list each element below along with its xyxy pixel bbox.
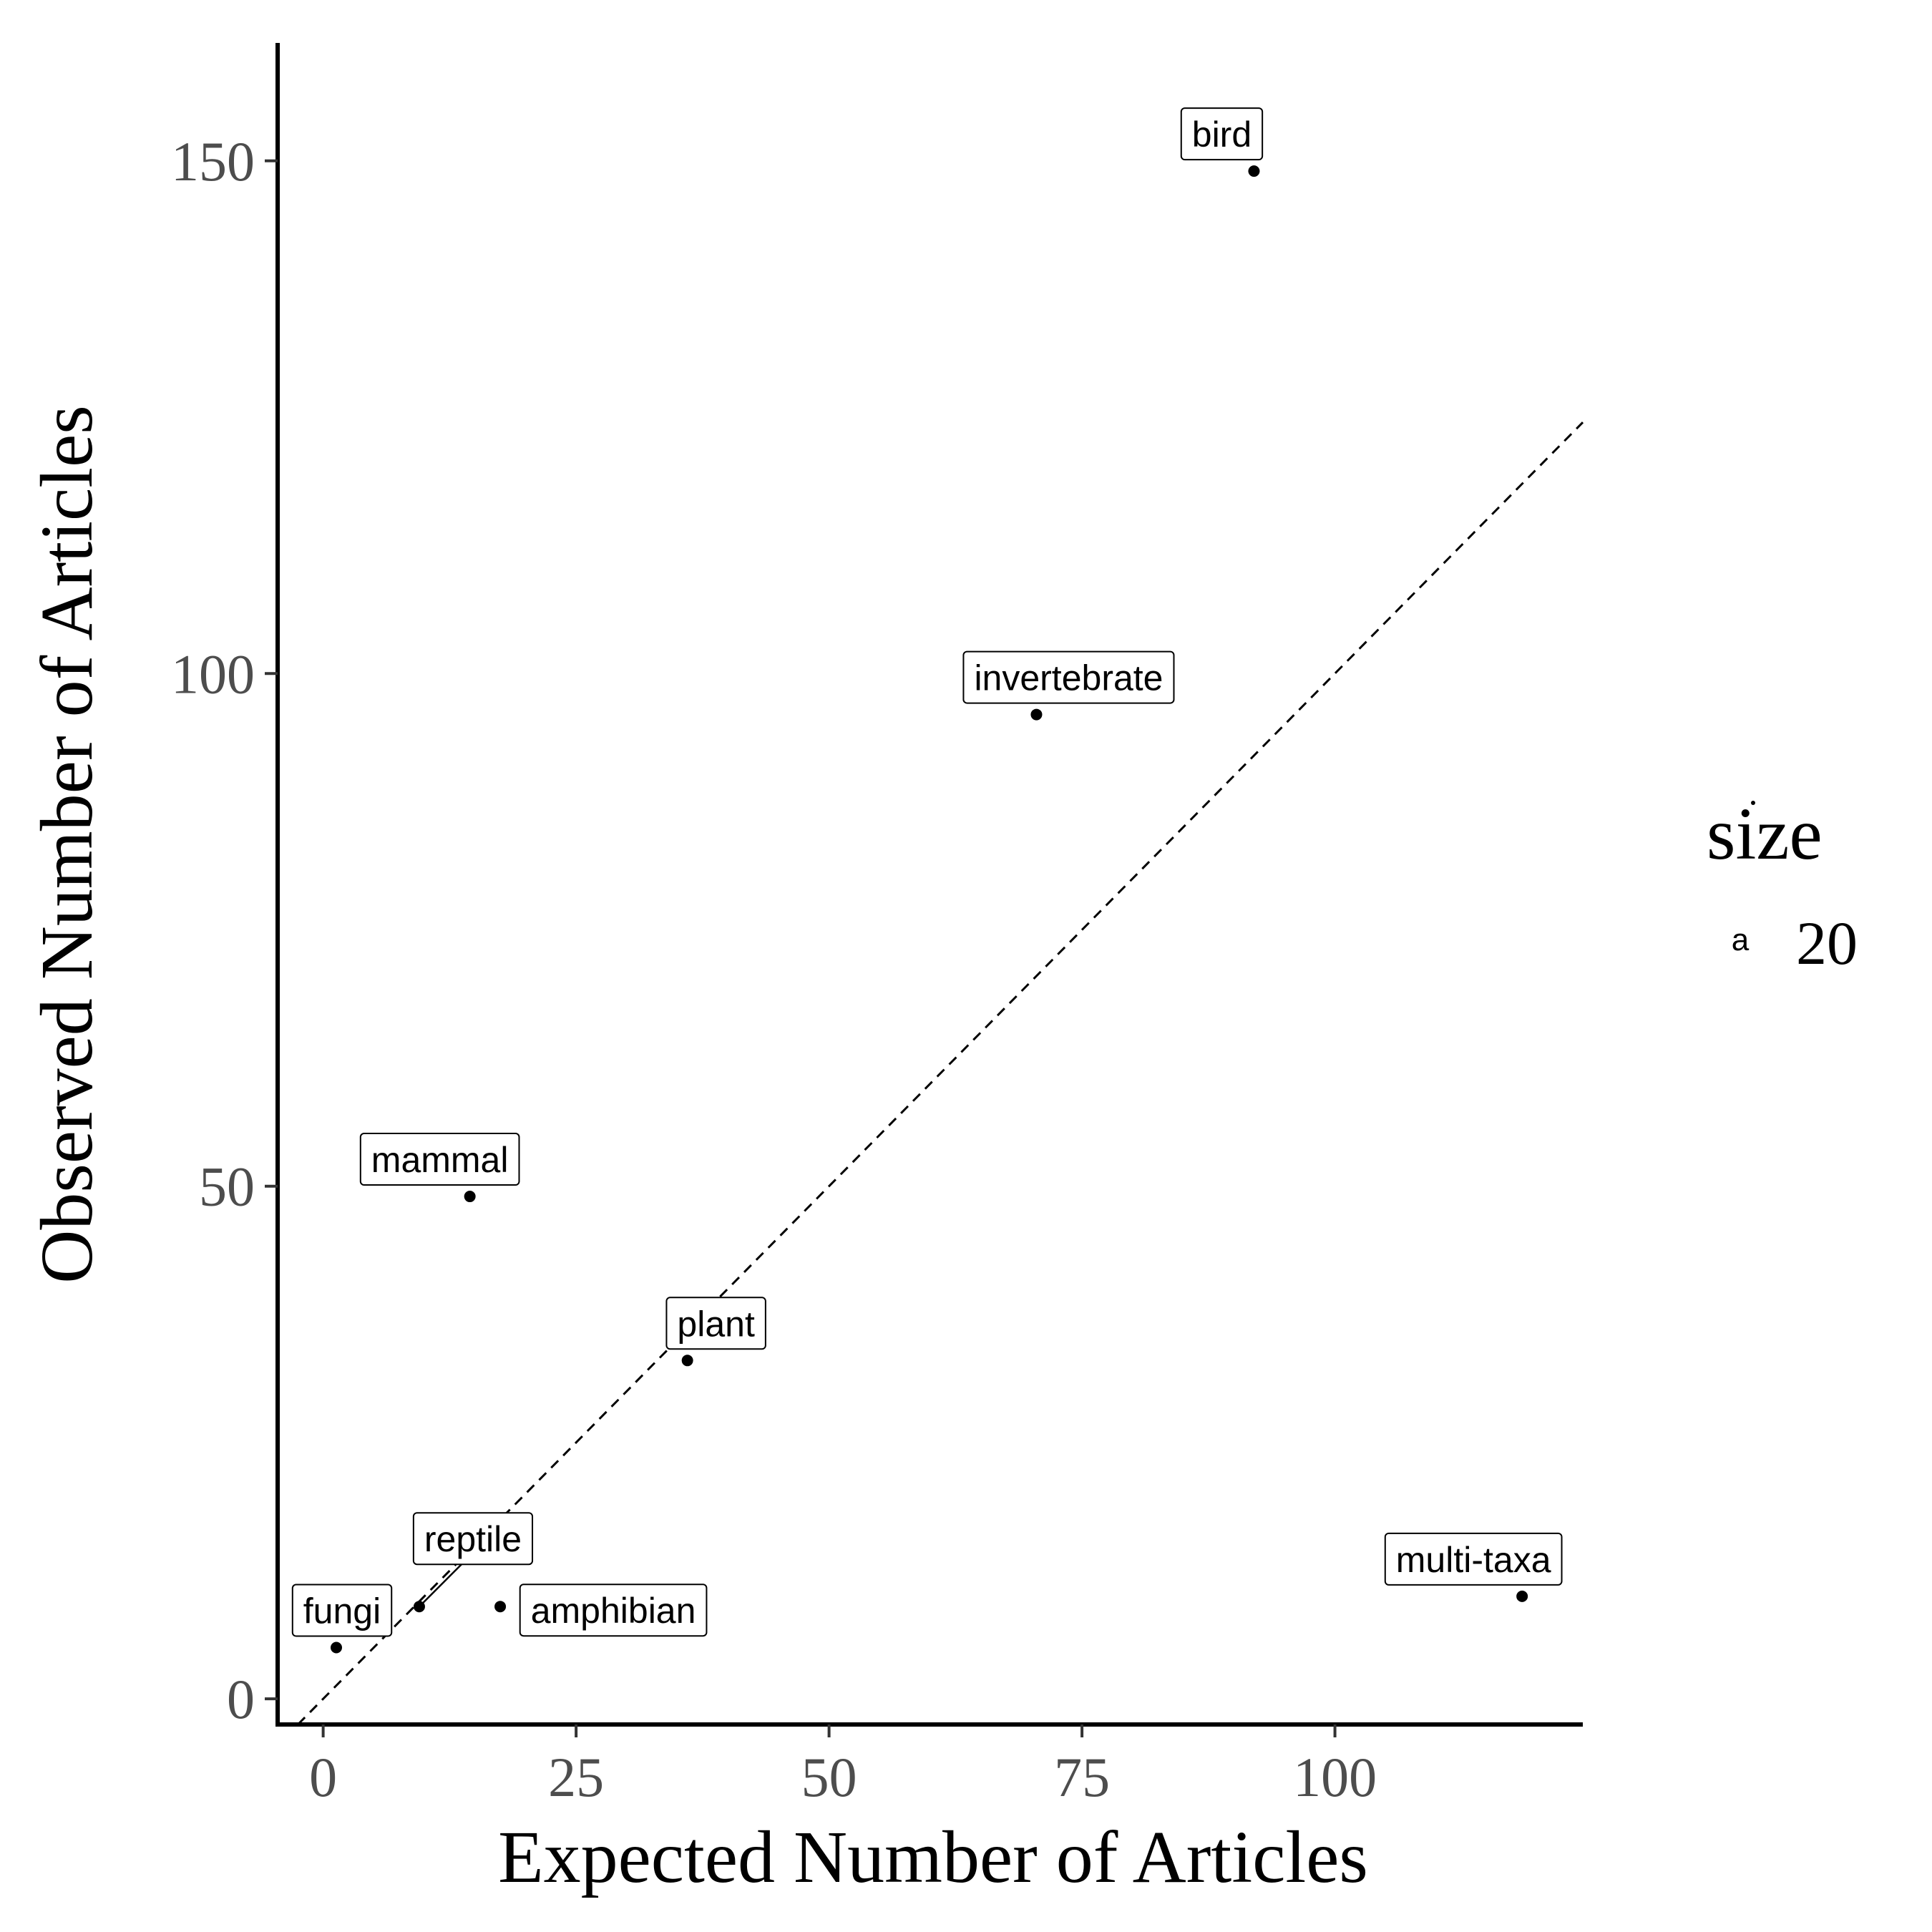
data-point-fungi — [331, 1641, 343, 1654]
x-tick-label: 25 — [548, 1746, 604, 1808]
label-text: plant — [677, 1304, 755, 1344]
y-tick-label: 150 — [171, 130, 255, 192]
data-points — [331, 165, 1528, 1654]
data-point-reptile — [413, 1601, 425, 1613]
point-label-amphibian: amphibian — [519, 1584, 708, 1637]
label-text: invertebrate — [974, 658, 1163, 698]
label-text: multi-taxa — [1396, 1540, 1551, 1580]
label-text: bird — [1192, 114, 1252, 155]
x-axis-title: Expected Number of Articles — [498, 1816, 1368, 1898]
y-axis-title: Observed Number of Articles — [26, 405, 108, 1283]
label-box — [1384, 1532, 1563, 1586]
point-label-multi-taxa: multi-taxa — [1384, 1532, 1563, 1586]
legend-key-glyph: a — [1732, 922, 1750, 957]
label-text: fungi — [303, 1591, 381, 1631]
y-tick-label: 100 — [171, 643, 255, 705]
label-box — [412, 1512, 534, 1566]
point-labels: bird invertebrate mammal plant reptileamphib… — [291, 107, 1563, 1637]
legend: size a 20 — [1707, 793, 1858, 977]
y-tick-label: 0 — [227, 1668, 255, 1730]
x-tick-label: 0 — [309, 1746, 337, 1808]
label-box — [962, 650, 1175, 704]
legend-entry-label: 20 — [1796, 909, 1858, 977]
point-label-fungi: fungi — [291, 1584, 393, 1637]
point-label-mammal: mammal — [359, 1133, 520, 1186]
label-box — [1180, 107, 1264, 161]
y-tick-label: 50 — [199, 1156, 255, 1218]
label-text: reptile — [424, 1519, 522, 1559]
data-point-bird — [1248, 165, 1260, 177]
label-box — [519, 1584, 708, 1637]
legend-key-point — [1751, 801, 1755, 805]
identity-reference-line — [297, 421, 1584, 1726]
data-point-plant — [681, 1355, 693, 1367]
label-box — [665, 1297, 766, 1350]
x-tick-label: 100 — [1293, 1746, 1377, 1808]
legend-title: size — [1707, 793, 1823, 875]
label-text: amphibian — [531, 1591, 696, 1631]
axes: 0 25 50 75 100 0 50 100 150 — [171, 43, 1583, 1808]
data-point-amphibian — [494, 1601, 507, 1613]
label-box — [291, 1584, 393, 1637]
reference-line-layer — [297, 421, 1584, 1726]
x-tick-label: 50 — [801, 1746, 857, 1808]
leader-line-layer — [419, 1561, 465, 1608]
data-point-invertebrate — [1030, 708, 1043, 721]
x-tick-label: 75 — [1054, 1746, 1110, 1808]
point-label-invertebrate: invertebrate — [962, 650, 1175, 704]
label-leader-line — [419, 1561, 465, 1608]
data-point-mammal — [464, 1191, 476, 1203]
label-text: mammal — [371, 1140, 509, 1180]
point-label-plant: plant — [665, 1297, 766, 1350]
point-label-reptile: reptile — [412, 1512, 534, 1566]
data-point-multi-taxa — [1516, 1590, 1528, 1602]
point-label-bird: bird — [1180, 107, 1264, 161]
label-box — [359, 1133, 520, 1186]
